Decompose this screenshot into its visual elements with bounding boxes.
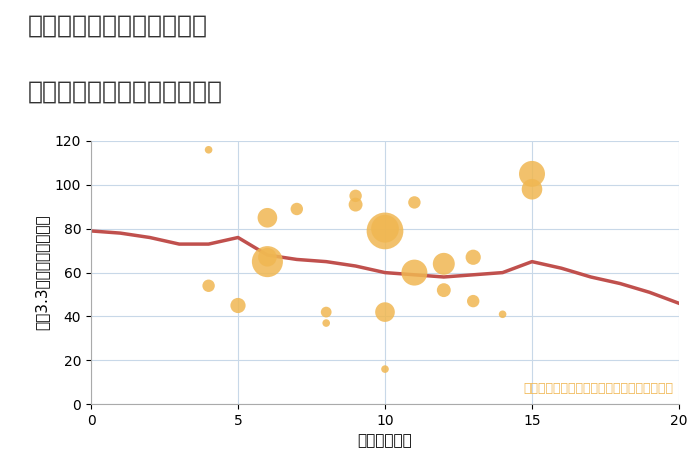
Point [262, 253, 273, 261]
Point [379, 308, 391, 316]
Point [379, 225, 391, 233]
Text: 駅距離別中古マンション価格: 駅距離別中古マンション価格 [28, 80, 223, 104]
Point [321, 319, 332, 327]
X-axis label: 駅距離（分）: 駅距離（分） [358, 433, 412, 448]
Point [262, 214, 273, 221]
Point [203, 146, 214, 154]
Text: 円の大きさは、取引のあった物件面積を示す: 円の大きさは、取引のあった物件面積を示す [523, 383, 673, 395]
Point [409, 199, 420, 206]
Point [497, 311, 508, 318]
Point [468, 253, 479, 261]
Text: 三重県四日市市小古曽町の: 三重県四日市市小古曽町の [28, 14, 208, 38]
Point [409, 269, 420, 276]
Point [526, 186, 538, 193]
Point [379, 227, 391, 235]
Point [262, 258, 273, 266]
Point [203, 282, 214, 290]
Y-axis label: 坪（3.3㎡）単価（万円）: 坪（3.3㎡）単価（万円） [34, 215, 49, 330]
Point [350, 201, 361, 208]
Point [468, 298, 479, 305]
Point [438, 286, 449, 294]
Point [232, 302, 244, 309]
Point [291, 205, 302, 213]
Point [438, 260, 449, 267]
Point [526, 170, 538, 178]
Point [321, 308, 332, 316]
Point [350, 192, 361, 200]
Point [379, 365, 391, 373]
